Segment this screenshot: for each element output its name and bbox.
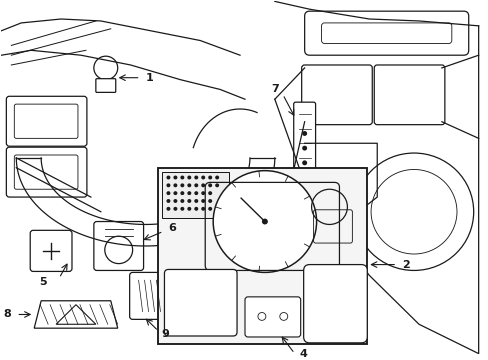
Circle shape xyxy=(166,199,170,203)
Circle shape xyxy=(187,183,191,187)
Circle shape xyxy=(201,183,205,187)
Circle shape xyxy=(208,207,212,211)
Circle shape xyxy=(173,207,177,211)
Circle shape xyxy=(262,219,267,225)
Circle shape xyxy=(173,183,177,187)
Circle shape xyxy=(213,171,316,273)
Text: 9: 9 xyxy=(161,329,169,339)
Circle shape xyxy=(302,146,306,150)
FancyBboxPatch shape xyxy=(96,79,116,93)
Circle shape xyxy=(208,183,212,187)
Text: 6: 6 xyxy=(168,223,176,233)
Circle shape xyxy=(173,199,177,203)
Circle shape xyxy=(173,176,177,179)
Polygon shape xyxy=(34,301,118,328)
Circle shape xyxy=(194,199,198,203)
Circle shape xyxy=(187,191,191,195)
Text: 5: 5 xyxy=(39,277,47,287)
Circle shape xyxy=(208,191,212,195)
FancyBboxPatch shape xyxy=(293,102,315,184)
Circle shape xyxy=(94,56,118,80)
FancyBboxPatch shape xyxy=(30,230,72,271)
Circle shape xyxy=(215,183,219,187)
Circle shape xyxy=(166,191,170,195)
Circle shape xyxy=(201,176,205,179)
Circle shape xyxy=(298,217,310,229)
FancyBboxPatch shape xyxy=(158,168,366,344)
Circle shape xyxy=(201,199,205,203)
Circle shape xyxy=(201,191,205,195)
FancyBboxPatch shape xyxy=(94,221,143,270)
Circle shape xyxy=(208,176,212,179)
FancyBboxPatch shape xyxy=(296,217,312,239)
Circle shape xyxy=(173,191,177,195)
FancyBboxPatch shape xyxy=(303,265,366,343)
Circle shape xyxy=(302,131,306,136)
Text: 3: 3 xyxy=(270,229,278,239)
Circle shape xyxy=(180,176,184,179)
Circle shape xyxy=(180,183,184,187)
Circle shape xyxy=(180,191,184,195)
Circle shape xyxy=(166,183,170,187)
Text: 2: 2 xyxy=(401,260,409,270)
FancyBboxPatch shape xyxy=(129,273,167,319)
FancyBboxPatch shape xyxy=(164,270,237,336)
Circle shape xyxy=(194,191,198,195)
Text: 7: 7 xyxy=(270,85,278,94)
Circle shape xyxy=(208,199,212,203)
Circle shape xyxy=(194,176,198,179)
Circle shape xyxy=(201,207,205,211)
Circle shape xyxy=(194,183,198,187)
Circle shape xyxy=(180,199,184,203)
Circle shape xyxy=(180,207,184,211)
Circle shape xyxy=(166,207,170,211)
Circle shape xyxy=(166,176,170,179)
Circle shape xyxy=(187,207,191,211)
FancyBboxPatch shape xyxy=(162,172,228,217)
Text: 1: 1 xyxy=(145,73,153,83)
Text: 8: 8 xyxy=(3,310,11,319)
Circle shape xyxy=(187,199,191,203)
Circle shape xyxy=(187,176,191,179)
FancyBboxPatch shape xyxy=(244,297,300,337)
Text: 4: 4 xyxy=(299,348,307,359)
Circle shape xyxy=(302,160,306,165)
Circle shape xyxy=(215,176,219,179)
Circle shape xyxy=(194,207,198,211)
